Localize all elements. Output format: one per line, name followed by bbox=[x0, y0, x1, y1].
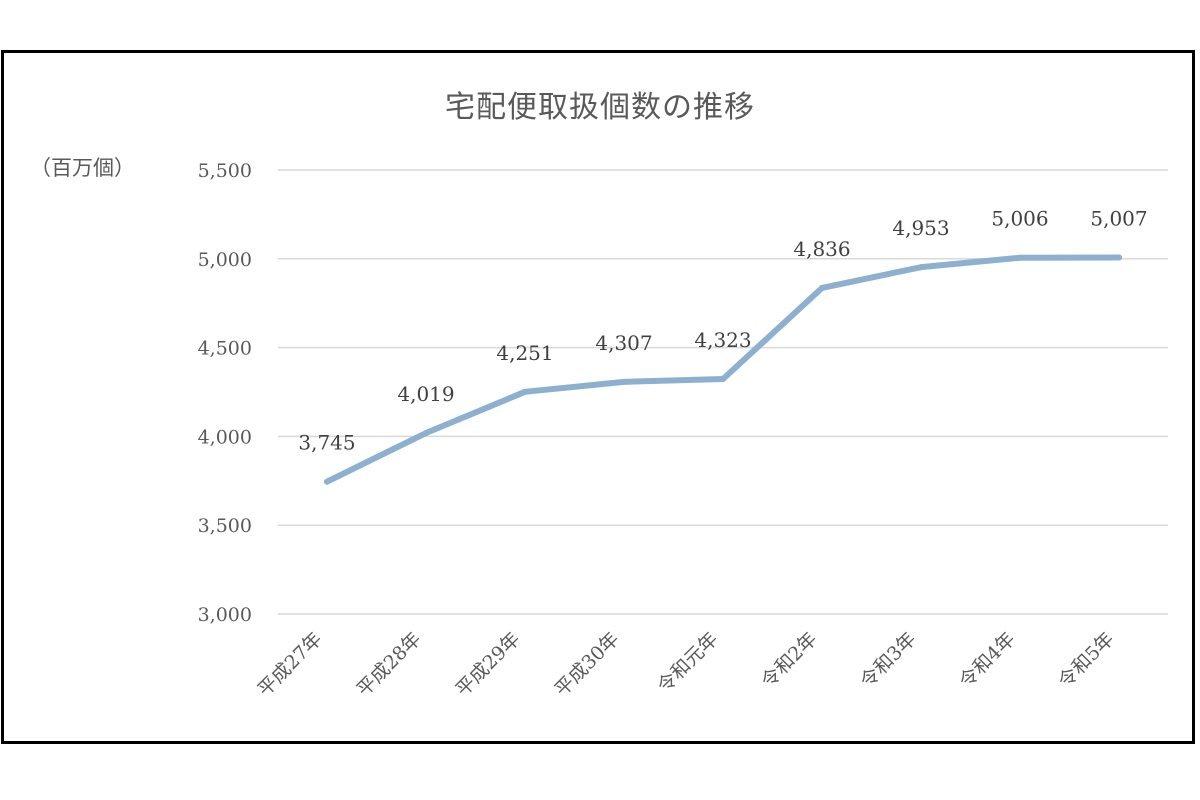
data-point bbox=[819, 284, 825, 291]
chart-frame bbox=[1, 50, 1195, 744]
x-tick-label: 令和5年 bbox=[1054, 628, 1118, 692]
chart-title: 宅配便取扱個数の推移 bbox=[445, 90, 755, 125]
x-tick-label: 平成30年 bbox=[551, 628, 624, 701]
x-tick-label: 令和2年 bbox=[757, 628, 821, 692]
data-point bbox=[621, 378, 627, 385]
data-point bbox=[918, 264, 924, 271]
data-point bbox=[522, 388, 528, 395]
data-point bbox=[1116, 254, 1122, 261]
data-point bbox=[423, 430, 429, 437]
x-tick-label: 平成29年 bbox=[452, 628, 525, 701]
x-tick-label: 令和3年 bbox=[856, 628, 920, 692]
y-axis-unit-label: （百万個） bbox=[30, 156, 135, 180]
x-tick-label: 令和4年 bbox=[955, 628, 1019, 692]
y-tick-label: 5,500 bbox=[198, 160, 252, 182]
y-tick-label: 3,500 bbox=[198, 515, 252, 537]
data-label: 3,745 bbox=[298, 431, 355, 455]
data-point bbox=[1017, 254, 1023, 261]
y-tick-label: 4,500 bbox=[198, 338, 252, 360]
data-label: 5,006 bbox=[991, 207, 1048, 231]
data-label: 4,019 bbox=[397, 382, 454, 406]
data-label: 4,251 bbox=[496, 341, 553, 365]
data-label: 4,836 bbox=[793, 237, 850, 261]
x-tick-label: 令和元年 bbox=[653, 628, 722, 697]
y-tick-label: 4,000 bbox=[198, 426, 252, 448]
data-point bbox=[324, 478, 330, 485]
data-label: 4,953 bbox=[892, 216, 949, 240]
y-tick-label: 5,000 bbox=[198, 249, 252, 271]
data-point bbox=[720, 376, 726, 383]
y-tick-label: 3,000 bbox=[198, 604, 252, 626]
data-label: 4,307 bbox=[595, 331, 652, 355]
data-label: 5,007 bbox=[1090, 207, 1147, 231]
data-label: 4,323 bbox=[694, 328, 751, 352]
series-line bbox=[324, 254, 1122, 485]
x-tick-label: 平成28年 bbox=[353, 628, 426, 701]
x-tick-label: 平成27年 bbox=[254, 628, 327, 701]
